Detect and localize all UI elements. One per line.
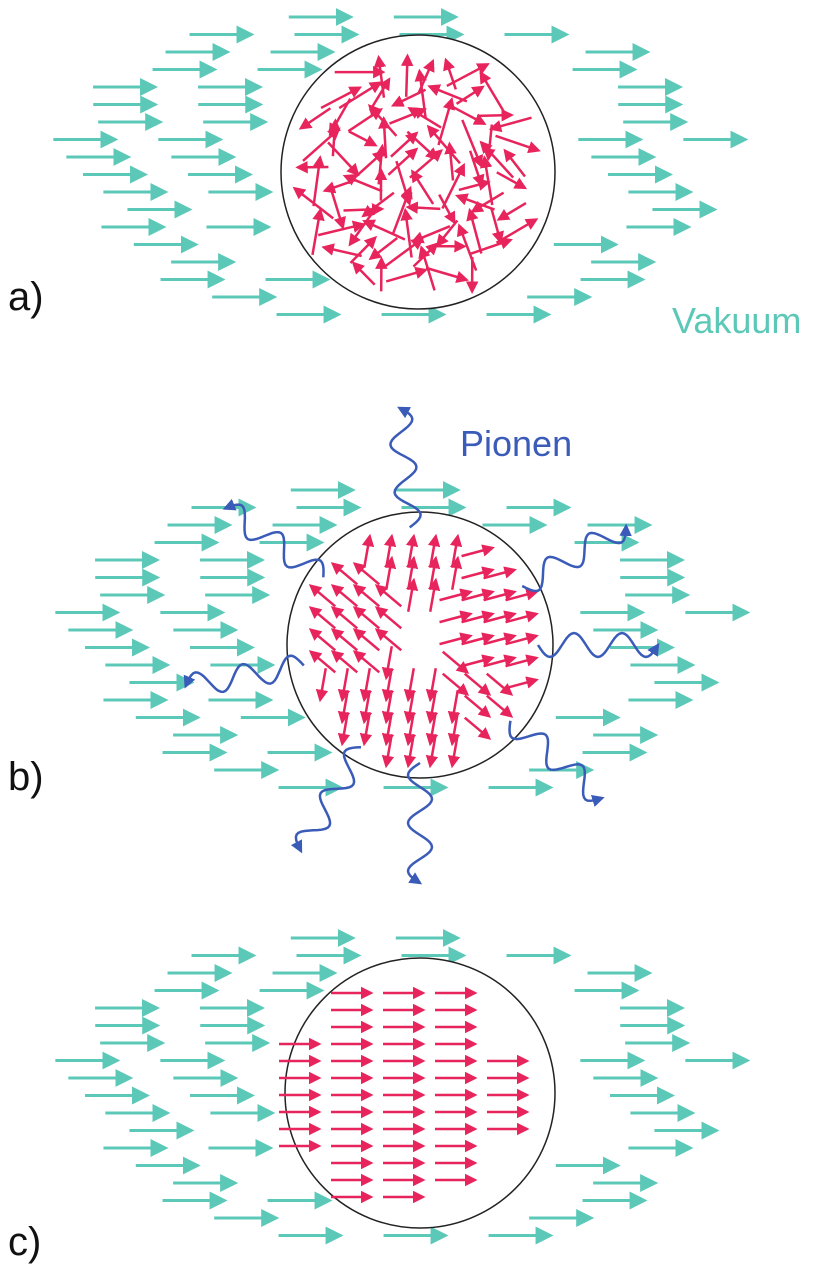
panel-label: b) (8, 755, 44, 799)
pion (390, 408, 420, 528)
region (285, 958, 555, 1228)
pion (225, 505, 324, 578)
pion (538, 633, 658, 657)
figure: a) Vakuum b) Pionen c) (0, 0, 839, 1276)
pion (186, 656, 304, 692)
arrows (53, 17, 747, 1236)
arrow (477, 115, 511, 116)
annotation: Vakuum (672, 300, 801, 341)
annotation: Pionen (460, 423, 572, 464)
pion (522, 526, 626, 591)
arrow (406, 56, 407, 97)
pion (296, 747, 361, 851)
panel-label: a) (8, 275, 44, 319)
page: a) Vakuum b) Pionen c) (() => { const da… (0, 0, 839, 1276)
arrow (408, 207, 440, 209)
panel-label: c) (8, 1220, 41, 1264)
arrow (344, 209, 382, 210)
pion (408, 763, 432, 883)
